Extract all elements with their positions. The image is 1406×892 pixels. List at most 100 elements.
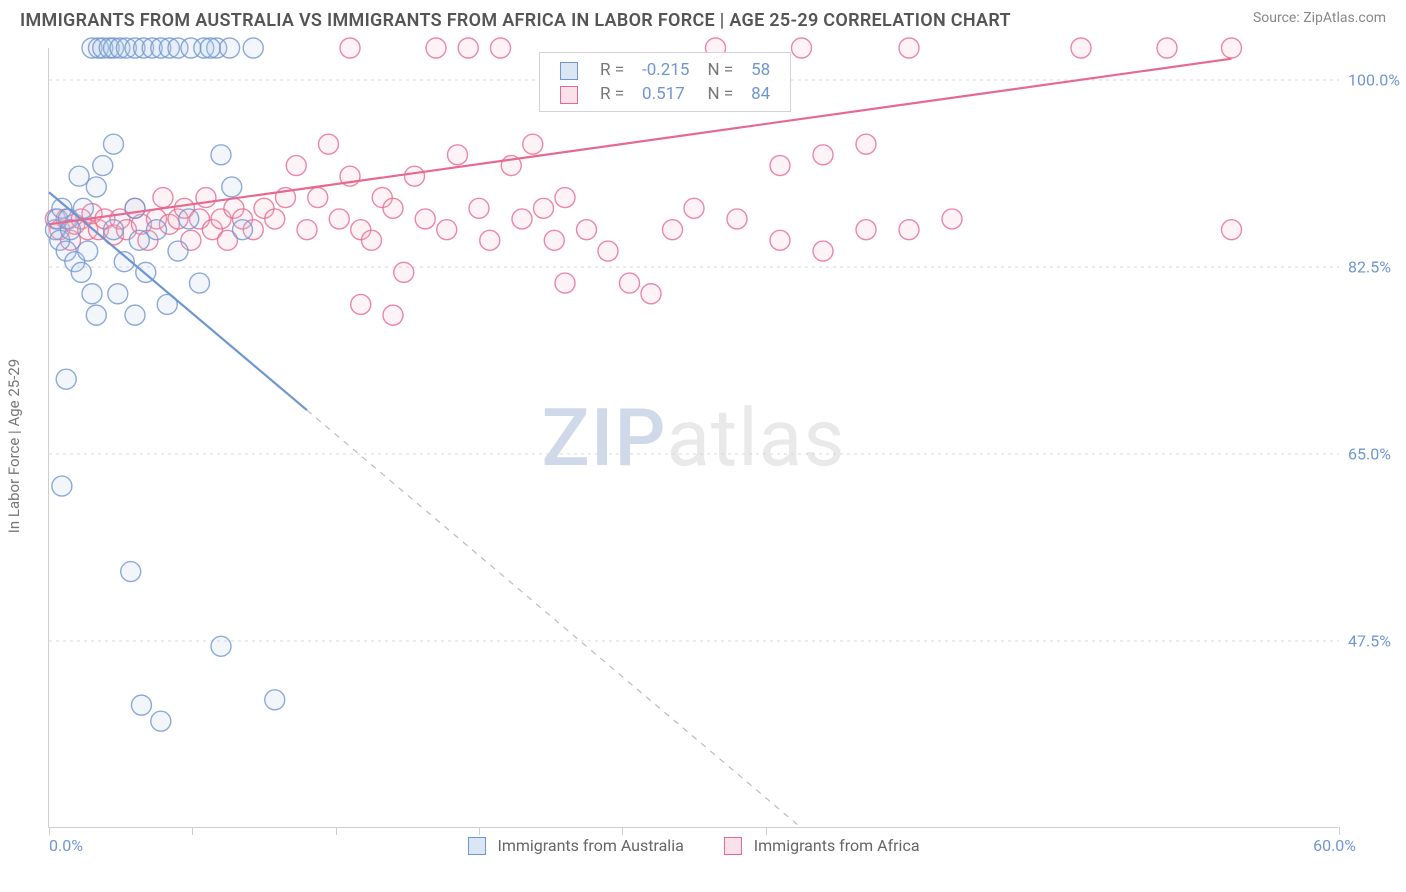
legend-n-label: N = bbox=[699, 59, 741, 81]
scatter-point bbox=[469, 198, 489, 218]
legend-n-value: 58 bbox=[743, 59, 778, 81]
legend-label: Immigrants from Australia bbox=[497, 836, 683, 855]
scatter-point bbox=[243, 38, 263, 58]
legend-item: Immigrants from Africa bbox=[724, 836, 920, 855]
scatter-point bbox=[899, 220, 919, 240]
scatter-point bbox=[108, 284, 128, 304]
scatter-point bbox=[52, 476, 72, 496]
scatter-point bbox=[211, 636, 231, 656]
scatter-point bbox=[813, 145, 833, 165]
scatter-point bbox=[319, 134, 339, 154]
legend-item: Immigrants from Australia bbox=[467, 836, 683, 855]
scatter-point bbox=[308, 188, 328, 208]
scatter-point bbox=[480, 230, 500, 250]
scatter-point bbox=[899, 38, 919, 58]
scatter-point bbox=[770, 156, 790, 176]
scatter-point bbox=[125, 198, 145, 218]
scatter-point bbox=[1071, 38, 1091, 58]
legend-n-value: 84 bbox=[743, 83, 778, 105]
scatter-point bbox=[663, 220, 683, 240]
scatter-point bbox=[684, 198, 704, 218]
y-tick-label: 100.0% bbox=[1348, 71, 1406, 90]
scatter-point bbox=[512, 209, 532, 229]
scatter-point bbox=[351, 294, 371, 314]
scatter-point bbox=[598, 241, 618, 261]
scatter-point bbox=[71, 262, 91, 282]
scatter-svg bbox=[49, 48, 1338, 827]
scatter-point bbox=[200, 38, 220, 58]
scatter-point bbox=[383, 198, 403, 218]
scatter-point bbox=[129, 230, 149, 250]
scatter-point bbox=[362, 230, 382, 250]
scatter-point bbox=[813, 241, 833, 261]
scatter-point bbox=[265, 690, 285, 710]
scatter-point bbox=[131, 695, 151, 715]
legend-r-value: 0.517 bbox=[634, 83, 697, 105]
scatter-point bbox=[121, 562, 141, 582]
scatter-point bbox=[544, 230, 564, 250]
y-tick-label: 82.5% bbox=[1348, 258, 1406, 277]
y-axis-label: In Labor Force | Age 25-29 bbox=[5, 359, 23, 533]
scatter-point bbox=[534, 198, 554, 218]
scatter-point bbox=[82, 284, 102, 304]
legend-label: Immigrants from Africa bbox=[754, 836, 920, 855]
scatter-point bbox=[792, 38, 812, 58]
scatter-point bbox=[93, 156, 113, 176]
scatter-point bbox=[856, 134, 876, 154]
legend-swatch bbox=[724, 837, 742, 855]
scatter-point bbox=[286, 156, 306, 176]
scatter-point bbox=[458, 38, 478, 58]
scatter-point bbox=[1222, 220, 1242, 240]
chart-title: IMMIGRANTS FROM AUSTRALIA VS IMMIGRANTS … bbox=[20, 10, 1011, 31]
scatter-point bbox=[78, 241, 98, 261]
scatter-point bbox=[69, 166, 89, 186]
scatter-point bbox=[727, 209, 747, 229]
scatter-point bbox=[641, 284, 661, 304]
trend-line-dashed bbox=[307, 410, 802, 828]
scatter-point bbox=[147, 220, 167, 240]
scatter-point bbox=[555, 273, 575, 293]
scatter-point bbox=[104, 220, 124, 240]
scatter-point bbox=[151, 711, 171, 731]
scatter-point bbox=[383, 305, 403, 325]
scatter-point bbox=[179, 209, 199, 229]
y-tick-label: 47.5% bbox=[1348, 632, 1406, 651]
legend-r-label: R = bbox=[592, 59, 632, 81]
scatter-point bbox=[297, 220, 317, 240]
scatter-point bbox=[86, 305, 106, 325]
legend-swatch bbox=[467, 837, 485, 855]
legend-r-label: R = bbox=[592, 83, 632, 105]
series-legend: Immigrants from Australia Immigrants from… bbox=[467, 836, 919, 855]
scatter-point bbox=[265, 209, 285, 229]
scatter-point bbox=[211, 145, 231, 165]
scatter-point bbox=[426, 38, 446, 58]
scatter-point bbox=[86, 177, 106, 197]
scatter-point bbox=[125, 305, 145, 325]
scatter-point bbox=[222, 177, 242, 197]
scatter-point bbox=[942, 209, 962, 229]
scatter-point bbox=[448, 145, 468, 165]
scatter-point bbox=[555, 188, 575, 208]
scatter-point bbox=[577, 220, 597, 240]
scatter-point bbox=[190, 273, 210, 293]
scatter-point bbox=[523, 134, 543, 154]
correlation-legend-box: R =-0.215N =58 R =0.517N =84 bbox=[539, 52, 791, 112]
scatter-point bbox=[437, 220, 457, 240]
scatter-point bbox=[856, 220, 876, 240]
legend-n-label: N = bbox=[699, 83, 741, 105]
scatter-point bbox=[196, 188, 216, 208]
y-tick-label: 65.0% bbox=[1348, 445, 1406, 464]
scatter-point bbox=[415, 209, 435, 229]
scatter-point bbox=[620, 273, 640, 293]
scatter-point bbox=[104, 134, 124, 154]
x-tick-label: 60.0% bbox=[1296, 836, 1356, 855]
legend-r-value: -0.215 bbox=[634, 59, 697, 81]
scatter-point bbox=[340, 38, 360, 58]
scatter-point bbox=[1222, 38, 1242, 58]
scatter-point bbox=[405, 166, 425, 186]
scatter-point bbox=[1157, 38, 1177, 58]
scatter-point bbox=[233, 220, 253, 240]
scatter-point bbox=[491, 38, 511, 58]
scatter-point bbox=[394, 262, 414, 282]
scatter-point bbox=[56, 369, 76, 389]
